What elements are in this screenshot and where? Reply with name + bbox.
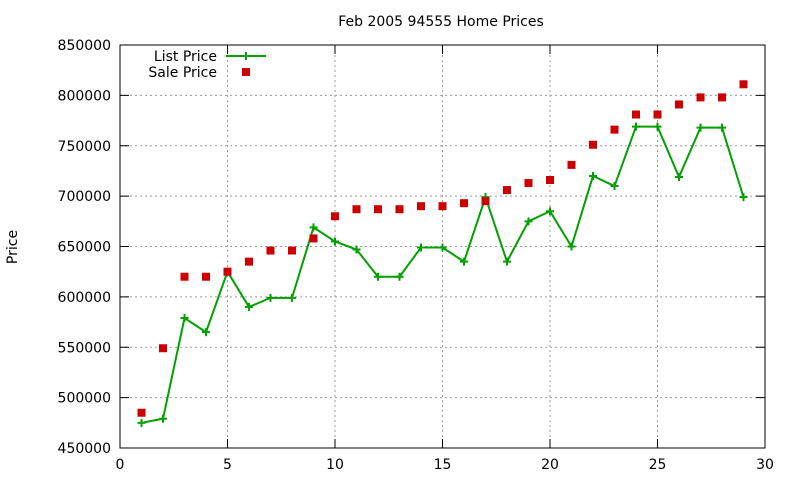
list-price-point: [589, 171, 597, 180]
list-price-point: [266, 293, 275, 302]
sale-price-point: [202, 272, 210, 281]
y-tick-label: 550000: [58, 340, 111, 356]
legend-swatch-marker: [242, 68, 250, 76]
list-price-point: [352, 245, 361, 254]
y-tick-label: 650000: [58, 240, 111, 256]
x-tick-label: 30: [756, 457, 774, 473]
sale-price-point: [610, 125, 619, 134]
sale-price-point: [589, 140, 597, 149]
sale-price-point: [632, 110, 640, 119]
list-price-point: [137, 418, 146, 427]
list-price-point: [438, 243, 447, 252]
list-price-point: [395, 272, 404, 281]
list-price-point: [675, 172, 683, 181]
y-tick-label: 450000: [58, 441, 111, 457]
axis-ticks: 450000 500000 550000 600000 650000 700000 7500…: [58, 38, 774, 473]
sale-price-point: [266, 246, 275, 255]
list-price-point: [524, 217, 533, 226]
sale-price-point: [503, 186, 511, 195]
list-price-point: [245, 302, 253, 311]
legend-label: List Price: [154, 49, 217, 65]
y-axis-label: Price: [5, 230, 21, 264]
legend-swatch-marker: [242, 52, 250, 60]
list-price-point: [653, 122, 662, 131]
chart-title: Feb 2005 94555 Home Prices: [338, 14, 544, 30]
list-price-point: [460, 257, 468, 266]
plot-frame: [119, 44, 766, 449]
y-tick-label: 850000: [58, 38, 111, 54]
sale-price-point: [653, 110, 662, 119]
sale-price-point: [675, 100, 683, 109]
x-tick-label: 25: [649, 457, 667, 473]
y-tick-label: 750000: [58, 139, 111, 155]
sale-price-point: [245, 257, 253, 266]
sale-price-point: [718, 93, 726, 102]
list-price-point: [417, 243, 425, 252]
list-price-point: [159, 414, 167, 423]
list-price-point: [374, 272, 382, 281]
list-price-point: [567, 242, 576, 251]
legend-label: Sale Price: [148, 65, 217, 81]
y-tick-label: 600000: [58, 290, 111, 306]
list-price-point: [288, 293, 296, 302]
sale-price-point: [546, 176, 554, 185]
list-price-point: [202, 328, 210, 337]
sale-price-point: [288, 246, 296, 255]
list-price-point: [180, 314, 189, 323]
sale-price-point: [696, 93, 705, 102]
sale-price-point: [159, 344, 167, 353]
sale-price-point: [180, 272, 189, 281]
sale-price-point: [567, 160, 576, 169]
x-tick-label: 5: [223, 457, 232, 473]
sale-price-point: [395, 205, 404, 214]
sale-price-point: [438, 202, 447, 211]
x-tick-label: 15: [434, 457, 452, 473]
sale-price-point: [352, 205, 361, 214]
list-price-point: [739, 193, 748, 202]
sale-price-point: [331, 212, 339, 221]
sale-price-point: [374, 205, 382, 214]
list-price-point: [503, 257, 511, 266]
sale-price-point: [137, 408, 146, 417]
sale-price-point: [524, 179, 533, 188]
sale-price-series: [137, 80, 748, 417]
list-price-point: [546, 207, 554, 216]
y-tick-label: 700000: [58, 189, 111, 205]
series-layer: [137, 80, 748, 427]
x-tick-label: 0: [116, 457, 125, 473]
list-price-point: [610, 182, 619, 191]
sale-price-point: [460, 199, 468, 208]
sale-price-point: [223, 267, 232, 276]
sale-price-point: [739, 80, 748, 89]
list-price-point: [309, 223, 318, 232]
list-price-point: [632, 122, 640, 131]
list-price-point: [718, 123, 726, 132]
x-tick-label: 10: [326, 457, 344, 473]
sale-price-point: [481, 197, 490, 206]
sale-price-point: [309, 234, 318, 243]
y-tick-label: 800000: [58, 88, 111, 104]
list-price-point: [331, 237, 339, 246]
list-price-point: [696, 123, 705, 132]
x-tick-label: 20: [541, 457, 559, 473]
y-tick-label: 500000: [58, 391, 111, 407]
sale-price-point: [417, 202, 425, 211]
